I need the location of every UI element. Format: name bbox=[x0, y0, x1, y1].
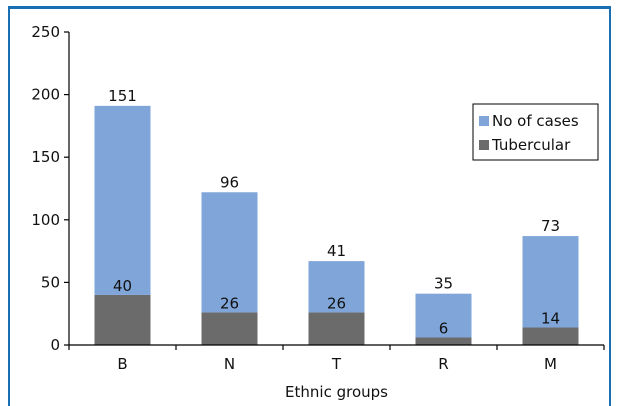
bar-tubercular bbox=[415, 337, 472, 345]
bar-tubercular bbox=[201, 312, 258, 345]
data-label-no-of-cases: 73 bbox=[541, 217, 560, 235]
x-tick-label: R bbox=[438, 355, 448, 373]
legend-label: Tubercular bbox=[491, 136, 571, 154]
y-tick-label: 0 bbox=[50, 336, 60, 354]
bar-tubercular bbox=[308, 312, 365, 345]
y-tick-label: 250 bbox=[31, 23, 60, 41]
x-tick-label: N bbox=[224, 355, 235, 373]
x-tick-label: M bbox=[544, 355, 557, 373]
data-label-no-of-cases: 35 bbox=[434, 275, 453, 293]
legend-swatch bbox=[479, 140, 489, 150]
data-labels: 40 151 26 96 26 41 6 35 14 73 bbox=[108, 87, 560, 338]
legend-box bbox=[472, 103, 599, 161]
bars bbox=[94, 105, 579, 345]
x-tick-label: B bbox=[117, 355, 127, 373]
data-label-tubercular: 14 bbox=[541, 309, 560, 327]
legend: No of cases Tubercular bbox=[472, 103, 599, 161]
bar-no-of-cases bbox=[201, 192, 258, 313]
bar-no-of-cases bbox=[522, 236, 579, 328]
data-label-tubercular: 6 bbox=[439, 319, 449, 337]
bar-no-of-cases bbox=[308, 261, 365, 313]
data-label-tubercular: 26 bbox=[220, 294, 239, 312]
y-tick-label: 150 bbox=[31, 148, 60, 166]
bar-tubercular bbox=[94, 294, 151, 345]
data-label-no-of-cases: 151 bbox=[108, 87, 137, 105]
bar-no-of-cases bbox=[415, 293, 472, 338]
y-tick-label: 200 bbox=[31, 86, 60, 104]
y-tick-label: 100 bbox=[31, 211, 60, 229]
bar-tubercular bbox=[522, 327, 579, 345]
data-label-no-of-cases: 41 bbox=[327, 242, 346, 260]
legend-label: No of cases bbox=[492, 112, 579, 130]
legend-swatch bbox=[479, 116, 489, 126]
bar-no-of-cases bbox=[94, 105, 151, 295]
data-label-no-of-cases: 96 bbox=[220, 173, 239, 191]
y-axis: 0 50 100 150 200 250 bbox=[31, 23, 69, 354]
data-label-tubercular: 26 bbox=[327, 294, 346, 312]
y-tick-label: 50 bbox=[41, 273, 60, 291]
chart-frame bbox=[8, 6, 611, 406]
x-axis-title: Ethnic groups bbox=[285, 383, 388, 401]
x-tick-label: T bbox=[331, 355, 342, 373]
data-label-tubercular: 40 bbox=[113, 277, 132, 295]
